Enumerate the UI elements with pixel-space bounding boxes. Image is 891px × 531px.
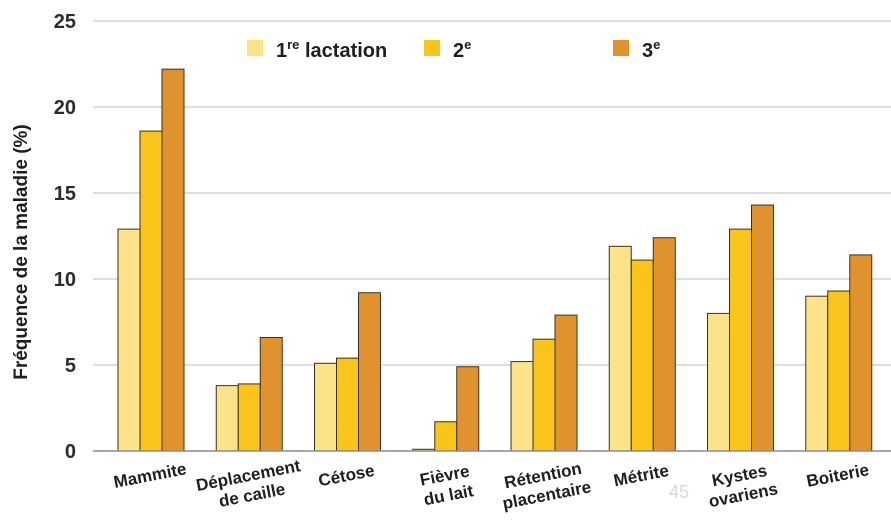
category-label-line: Boiterie <box>805 460 871 491</box>
bar-series1-cat8 <box>805 295 829 452</box>
y-tick-label: 0 <box>65 441 76 463</box>
bar-series2-cat2 <box>237 383 261 452</box>
bar-series1-cat1 <box>117 228 141 452</box>
bar-series3-cat7 <box>751 204 774 452</box>
category-label-line: Cétose <box>317 461 376 490</box>
bar-series2-cat8 <box>827 290 851 452</box>
bar-series1-cat2 <box>215 385 239 452</box>
legend-label: 1re lactation <box>276 37 387 62</box>
y-tick-label: 10 <box>54 269 76 291</box>
bar-layer <box>117 68 873 452</box>
bar-series1-cat5 <box>510 361 534 452</box>
bar-series3-cat3 <box>358 292 381 452</box>
bar-series3-cat2 <box>259 336 283 452</box>
bar-series1-cat3 <box>314 362 337 452</box>
bar-series2-cat4 <box>434 421 458 452</box>
category-label-line: Métrite <box>612 461 670 490</box>
bar-series3-cat4 <box>456 366 480 452</box>
bar-series2-cat7 <box>729 228 752 452</box>
category-label: Cétose <box>317 461 376 490</box>
bar-series1-cat7 <box>707 312 730 452</box>
y-axis-label: Fréquence de la maladie (%) <box>11 124 32 380</box>
legend-item-1: 1re lactation <box>247 37 387 62</box>
legend-item-3: 3e <box>613 37 660 62</box>
legend-label: 3e <box>642 37 660 62</box>
legend: 1re lactation 2e 3e <box>247 37 660 62</box>
legend-label: 2e <box>453 37 471 62</box>
y-tick-label: 25 <box>54 11 76 33</box>
category-label: Boiterie <box>805 460 871 491</box>
bar-series3-cat1 <box>161 68 185 452</box>
page-number: 45 <box>669 482 689 502</box>
legend-swatch <box>247 40 263 56</box>
bar-series3-cat6 <box>652 237 676 452</box>
bar-series1-cat6 <box>608 245 632 452</box>
bar-series2-cat1 <box>139 130 163 452</box>
bar-series2-cat6 <box>630 259 654 452</box>
y-tick-label: 5 <box>65 355 76 377</box>
category-label-line: Mammite <box>112 459 188 492</box>
bar-series2-cat5 <box>532 338 556 452</box>
category-label: Métrite <box>612 461 670 490</box>
category-label: Mammite <box>112 459 188 492</box>
y-tick-label: 20 <box>54 97 76 119</box>
bar-series3-cat8 <box>849 254 873 452</box>
bar-series2-cat3 <box>336 357 359 452</box>
legend-swatch <box>613 40 629 56</box>
legend-item-2: 2e <box>424 37 471 62</box>
y-tick-label: 15 <box>54 183 76 205</box>
bar-series3-cat5 <box>554 314 578 452</box>
legend-swatch <box>424 40 440 56</box>
